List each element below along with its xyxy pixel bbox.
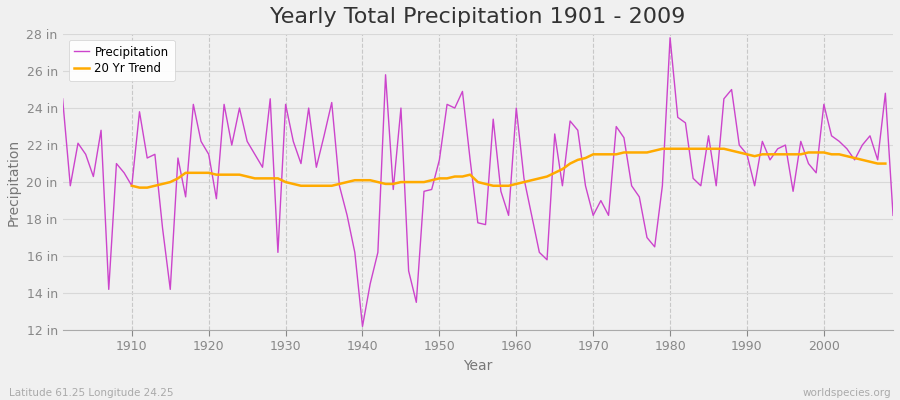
20 Yr Trend (657, 146, 668, 151)
20 Yr Trend (734, 150, 744, 155)
20 Yr Trend (511, 182, 522, 186)
20 Yr Trend (126, 183, 137, 188)
20 Yr Trend (334, 182, 345, 186)
Line: 20 Yr Trend: 20 Yr Trend (131, 149, 886, 188)
Y-axis label: Precipitation: Precipitation (7, 138, 21, 226)
20 Yr Trend (534, 176, 544, 181)
Precipitation (665, 35, 676, 40)
Precipitation (518, 176, 529, 181)
Precipitation (511, 106, 522, 110)
Precipitation (334, 183, 345, 188)
Text: Latitude 61.25 Longitude 24.25: Latitude 61.25 Longitude 24.25 (9, 388, 174, 398)
Precipitation (288, 139, 299, 144)
Precipitation (58, 96, 68, 101)
Title: Yearly Total Precipitation 1901 - 2009: Yearly Total Precipitation 1901 - 2009 (270, 7, 686, 27)
Precipitation (611, 124, 622, 129)
X-axis label: Year: Year (464, 359, 492, 373)
20 Yr Trend (880, 161, 891, 166)
Line: Precipitation: Precipitation (63, 38, 893, 326)
Legend: Precipitation, 20 Yr Trend: Precipitation, 20 Yr Trend (68, 40, 175, 81)
20 Yr Trend (311, 183, 322, 188)
Precipitation (887, 213, 898, 218)
Precipitation (119, 170, 130, 175)
Precipitation (357, 324, 368, 329)
20 Yr Trend (364, 178, 375, 183)
Text: worldspecies.org: worldspecies.org (803, 388, 891, 398)
20 Yr Trend (134, 185, 145, 190)
